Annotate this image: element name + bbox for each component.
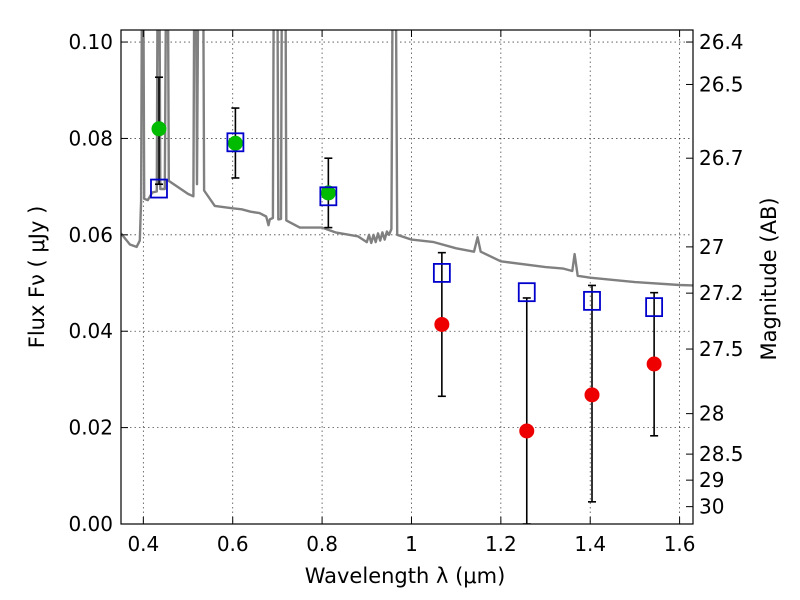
- y-axis-label: Flux Fν ( μJy ): [25, 206, 49, 349]
- right-y-tick-label: 28: [699, 402, 724, 426]
- y-tick-label: 0.10: [68, 30, 113, 54]
- right-y-tick-label: 28.5: [699, 442, 744, 466]
- observed-point: [646, 356, 662, 372]
- spectrum-line: [121, 30, 693, 287]
- x-tick-label: 0.4: [127, 532, 159, 556]
- model-photometry-point: [517, 282, 536, 303]
- grid-lines: [121, 30, 693, 525]
- axis-tick-labels: 0.4 0.6 0.8 1 1.2 1.4 1.6 0.00 0.02 0.04 0.06 0.08 0…: [68, 30, 743, 556]
- x-tick-label: 0.8: [306, 532, 338, 556]
- observed-point: [434, 316, 450, 332]
- x-tick-label: 0.6: [217, 532, 249, 556]
- observed-point: [151, 121, 167, 137]
- model-photometry-points: [150, 132, 664, 318]
- observed-points: [151, 121, 662, 439]
- observed-point: [519, 423, 535, 439]
- model-photometry-point: [645, 297, 664, 318]
- x-tick-label: 1.4: [574, 532, 606, 556]
- right-y-tick-label: 27: [699, 235, 724, 259]
- right-y-tick-label: 27.2: [699, 281, 744, 305]
- model-photometry-point: [583, 290, 601, 311]
- model-photometry-point: [432, 263, 451, 283]
- x-axis-label: Wavelength λ (μm): [305, 564, 506, 588]
- y-tick-label: 0.02: [68, 416, 113, 440]
- model-spectrum: [121, 30, 693, 287]
- y-tick-label: 0.04: [68, 319, 113, 343]
- y-tick-label: 0.08: [68, 126, 113, 150]
- right-y-tick-label: 26.7: [699, 146, 744, 170]
- model-photometry-point: [226, 132, 245, 153]
- x-tick-label: 1: [405, 532, 418, 556]
- observed-point: [320, 185, 336, 201]
- right-y-tick-label: 26.4: [699, 30, 744, 54]
- y-tick-label: 0.00: [68, 512, 113, 536]
- model-photometry-point: [319, 186, 338, 207]
- observed-point: [584, 387, 600, 403]
- plot-frame: [120, 29, 694, 525]
- x-tick-label: 1.6: [664, 532, 696, 556]
- observed-point: [227, 135, 243, 151]
- right-y-tick-label: 29: [699, 468, 724, 492]
- axis-ticks: [121, 30, 693, 525]
- right-y-tick-label: 27.5: [699, 337, 744, 361]
- x-tick-label: 1.2: [485, 532, 517, 556]
- right-y-axis-label: Magnitude (AB): [757, 197, 781, 360]
- right-y-tick-label: 30: [699, 495, 724, 519]
- y-tick-label: 0.06: [68, 223, 113, 247]
- right-y-tick-label: 26.5: [699, 72, 744, 96]
- model-photometry-point: [150, 178, 168, 199]
